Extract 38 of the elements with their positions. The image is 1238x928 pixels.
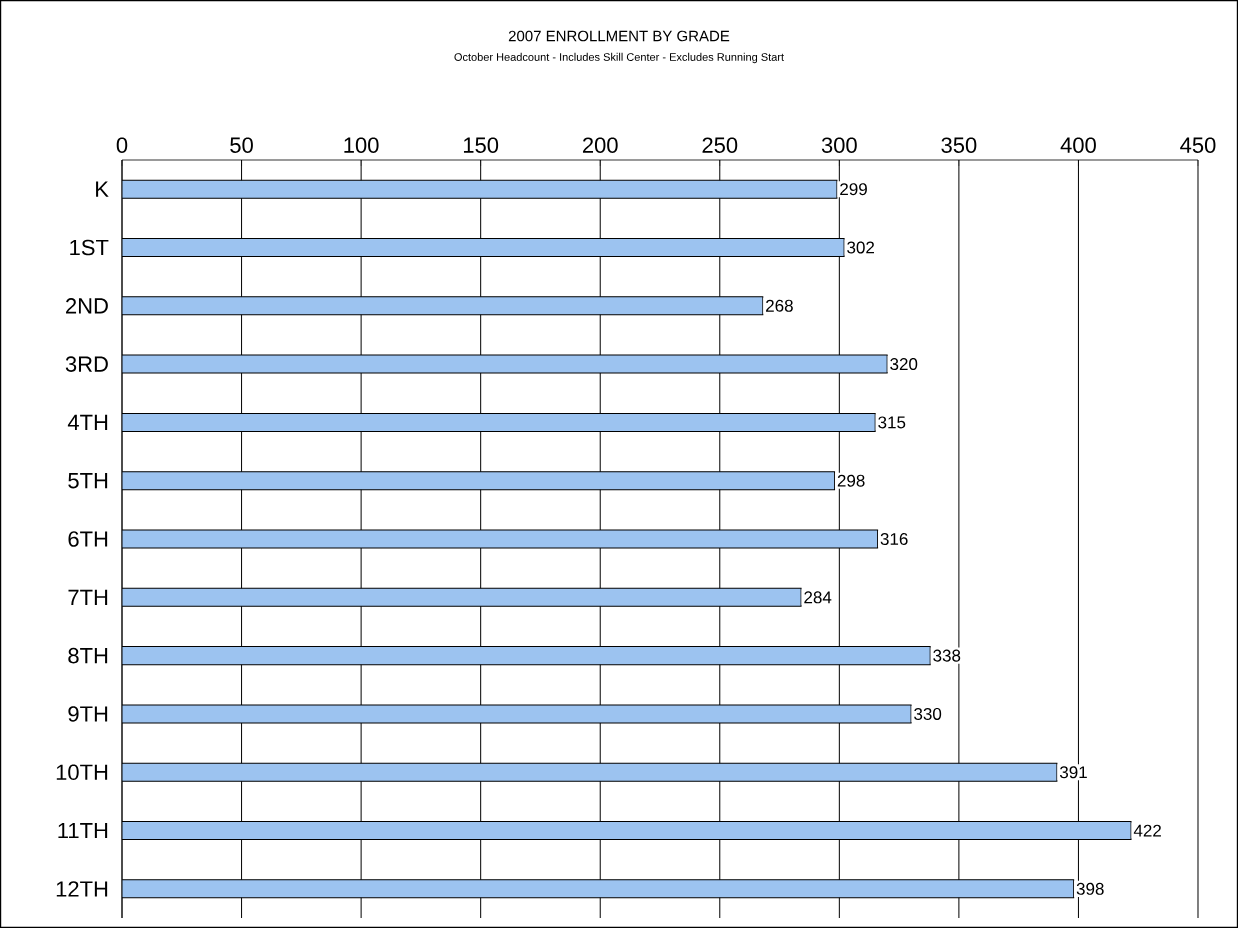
data-label: 422 (1133, 824, 1161, 837)
y-tick-label: 2ND (66, 298, 108, 314)
data-label: 391 (1059, 766, 1087, 779)
y-tick-label: 12TH (56, 881, 108, 897)
y-tick-label: 7TH (68, 589, 108, 605)
data-label: 299 (840, 183, 867, 196)
y-tick-label: 6TH (68, 531, 108, 547)
y-tick-label: 5TH (68, 473, 108, 489)
chart-subtitle: October Headcount - Includes Skill Center - Excludes Running Start (454, 52, 784, 64)
x-tick-label: 300 (821, 137, 857, 153)
y-tick-label: 9TH (68, 706, 108, 722)
data-label: 398 (1076, 882, 1104, 895)
data-label: 338 (933, 649, 961, 662)
y-tick-label: 11TH (58, 823, 108, 839)
x-tick-label: 50 (230, 137, 253, 153)
x-tick-label: 450 (1180, 137, 1216, 153)
x-tick-label: 100 (344, 137, 379, 153)
x-tick-label: 250 (702, 137, 738, 153)
data-label: 315 (878, 416, 906, 429)
x-tick-label: 350 (941, 137, 977, 153)
y-tick-label: K (96, 181, 109, 197)
y-tick-label: 3RD (65, 356, 108, 372)
data-label: 330 (914, 707, 942, 720)
x-tick-label: 400 (1060, 137, 1096, 153)
data-label: 302 (847, 241, 875, 254)
data-label: 298 (837, 474, 865, 487)
x-tick-label: 0 (116, 137, 128, 153)
data-label: 320 (890, 358, 918, 371)
data-label: 284 (804, 591, 832, 604)
y-tick-label: 1ST (70, 239, 109, 256)
chart-title: 2007 ENROLLMENT BY GRADE (508, 30, 730, 42)
data-label: 268 (766, 299, 793, 312)
y-tick-label: 10TH (56, 764, 108, 781)
x-tick-label: 200 (582, 137, 618, 153)
y-tick-label: 8TH (68, 647, 108, 664)
y-tick-label: 4TH (67, 414, 108, 430)
x-tick-label: 150 (463, 137, 499, 153)
data-label: 316 (880, 533, 908, 546)
